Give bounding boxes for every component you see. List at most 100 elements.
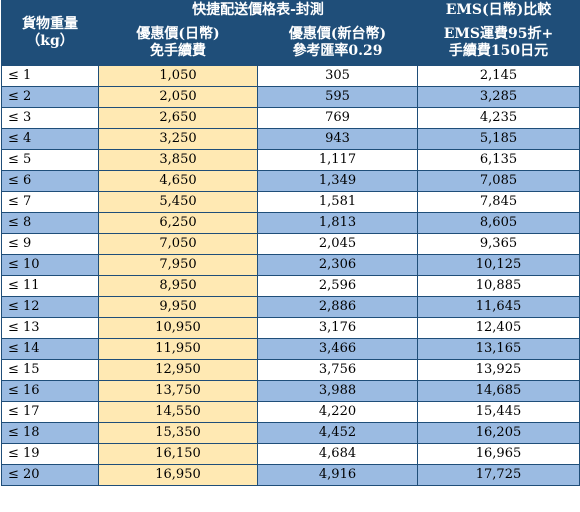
- weight-cell: ≤ 7: [1, 191, 99, 213]
- weight-cell: ≤ 17: [1, 401, 99, 423]
- weight-cell: ≤ 8: [1, 212, 99, 234]
- ems-price-cell: 9,365: [417, 233, 580, 255]
- ems-price-header: EMS運費95折+ 手續費150日元: [417, 20, 580, 66]
- ems-price-cell: 13,925: [417, 359, 580, 381]
- ems-price-cell: 7,085: [417, 170, 580, 192]
- weight-cell: ≤ 10: [1, 254, 99, 276]
- yen-price-cell: 13,750: [98, 380, 258, 402]
- table-body: ≤ 1 1,050 305 2,145 ≤ 2 2,050 595 3,285 ≤ 3 2,650…: [1, 65, 580, 486]
- yen-price-cell: 7,050: [98, 233, 258, 255]
- table-row: ≤ 6 4,650 1,349 7,085: [1, 170, 580, 192]
- twd-price-cell: 3,466: [257, 338, 418, 360]
- twd-price-header: 優惠價(新台幣) 參考匯率0.29: [257, 20, 418, 66]
- table-row: ≤ 17 14,550 4,220 15,445: [1, 401, 580, 423]
- twd-price-cell: 2,045: [257, 233, 418, 255]
- ems-price-cell: 10,885: [417, 275, 580, 297]
- twd-price-cell: 3,988: [257, 380, 418, 402]
- weight-header-title: 貨物重量: [22, 16, 78, 32]
- yen-price-cell: 2,050: [98, 86, 258, 108]
- weight-cell: ≤ 2: [1, 86, 99, 108]
- ems-price-cell: 3,285: [417, 86, 580, 108]
- table-row: ≤ 19 16,150 4,684 16,965: [1, 443, 580, 465]
- ems-price-cell: 13,165: [417, 338, 580, 360]
- ems-price-cell: 14,685: [417, 380, 580, 402]
- table-row: ≤ 10 7,950 2,306 10,125: [1, 254, 580, 276]
- table-row: ≤ 12 9,950 2,886 11,645: [1, 296, 580, 318]
- yen-price-cell: 12,950: [98, 359, 258, 381]
- twd-price-cell: 1,813: [257, 212, 418, 234]
- yen-price-header: 優惠價(日幣) 免手續費: [98, 20, 258, 66]
- weight-cell: ≤ 19: [1, 443, 99, 465]
- ems-price-cell: 11,645: [417, 296, 580, 318]
- ems-price-cell: 6,135: [417, 149, 580, 171]
- weight-cell: ≤ 11: [1, 275, 99, 297]
- weight-cell: ≤ 9: [1, 233, 99, 255]
- weight-cell: ≤ 18: [1, 422, 99, 444]
- twd-price-cell: 769: [257, 107, 418, 129]
- yen-price-header-title: 優惠價(日幣): [136, 26, 220, 42]
- ems-price-cell: 10,125: [417, 254, 580, 276]
- table-row: ≤ 11 8,950 2,596 10,885: [1, 275, 580, 297]
- table-row: ≤ 3 2,650 769 4,235: [1, 107, 580, 129]
- table-row: ≤ 13 10,950 3,176 12,405: [1, 317, 580, 339]
- ems-price-cell: 17,725: [417, 464, 580, 486]
- table-row: ≤ 4 3,250 943 5,185: [1, 128, 580, 150]
- yen-price-cell: 15,350: [98, 422, 258, 444]
- weight-cell: ≤ 20: [1, 464, 99, 486]
- yen-price-cell: 8,950: [98, 275, 258, 297]
- twd-price-header-title: 優惠價(新台幣): [288, 26, 387, 42]
- yen-price-cell: 3,850: [98, 149, 258, 171]
- twd-price-cell: 2,596: [257, 275, 418, 297]
- yen-price-cell: 11,950: [98, 338, 258, 360]
- twd-price-cell: 1,349: [257, 170, 418, 192]
- yen-price-cell: 3,250: [98, 128, 258, 150]
- yen-price-cell: 7,950: [98, 254, 258, 276]
- ems-price-cell: 16,205: [417, 422, 580, 444]
- twd-price-cell: 1,117: [257, 149, 418, 171]
- yen-price-cell: 5,450: [98, 191, 258, 213]
- weight-cell: ≤ 13: [1, 317, 99, 339]
- ems-price-cell: 12,405: [417, 317, 580, 339]
- weight-cell: ≤ 15: [1, 359, 99, 381]
- yen-price-header-note: 免手續費: [150, 43, 206, 59]
- ems-price-header-title: EMS運費95折+: [443, 26, 554, 42]
- twd-price-cell: 595: [257, 86, 418, 108]
- table-row: ≤ 20 16,950 4,916 17,725: [1, 464, 580, 486]
- twd-price-cell: 305: [257, 65, 418, 87]
- ems-group-header: EMS(日幣)比較: [417, 0, 580, 21]
- twd-price-cell: 4,220: [257, 401, 418, 423]
- twd-price-cell: 3,176: [257, 317, 418, 339]
- ems-price-cell: 4,235: [417, 107, 580, 129]
- twd-price-cell: 2,306: [257, 254, 418, 276]
- table-row: ≤ 7 5,450 1,581 7,845: [1, 191, 580, 213]
- table-row: ≤ 14 11,950 3,466 13,165: [1, 338, 580, 360]
- weight-header-unit: （kg）: [26, 33, 74, 49]
- table-row: ≤ 5 3,850 1,117 6,135: [1, 149, 580, 171]
- yen-price-cell: 9,950: [98, 296, 258, 318]
- twd-price-cell: 4,452: [257, 422, 418, 444]
- twd-price-header-note: 參考匯率0.29: [292, 43, 383, 59]
- table-row: ≤ 18 15,350 4,452 16,205: [1, 422, 580, 444]
- price-table: 貨物重量 （kg） 快捷配送價格表-封測 EMS(日幣)比較 優惠價(日幣) 免…: [1, 0, 580, 486]
- ems-price-cell: 7,845: [417, 191, 580, 213]
- weight-cell: ≤ 12: [1, 296, 99, 318]
- table-header: 貨物重量 （kg） 快捷配送價格表-封測 EMS(日幣)比較 優惠價(日幣) 免…: [1, 0, 580, 66]
- yen-price-cell: 2,650: [98, 107, 258, 129]
- express-group-header: 快捷配送價格表-封測: [98, 0, 418, 21]
- table-row: ≤ 15 12,950 3,756 13,925: [1, 359, 580, 381]
- yen-price-cell: 6,250: [98, 212, 258, 234]
- twd-price-cell: 1,581: [257, 191, 418, 213]
- twd-price-cell: 3,756: [257, 359, 418, 381]
- ems-price-header-note: 手續費150日元: [448, 43, 549, 59]
- ems-price-cell: 16,965: [417, 443, 580, 465]
- table-row: ≤ 2 2,050 595 3,285: [1, 86, 580, 108]
- table-row: ≤ 1 1,050 305 2,145: [1, 65, 580, 87]
- weight-cell: ≤ 1: [1, 65, 99, 87]
- twd-price-cell: 2,886: [257, 296, 418, 318]
- table-row: ≤ 8 6,250 1,813 8,605: [1, 212, 580, 234]
- twd-price-cell: 4,916: [257, 464, 418, 486]
- weight-header: 貨物重量 （kg）: [1, 0, 99, 66]
- weight-cell: ≤ 6: [1, 170, 99, 192]
- ems-price-cell: 15,445: [417, 401, 580, 423]
- ems-price-cell: 8,605: [417, 212, 580, 234]
